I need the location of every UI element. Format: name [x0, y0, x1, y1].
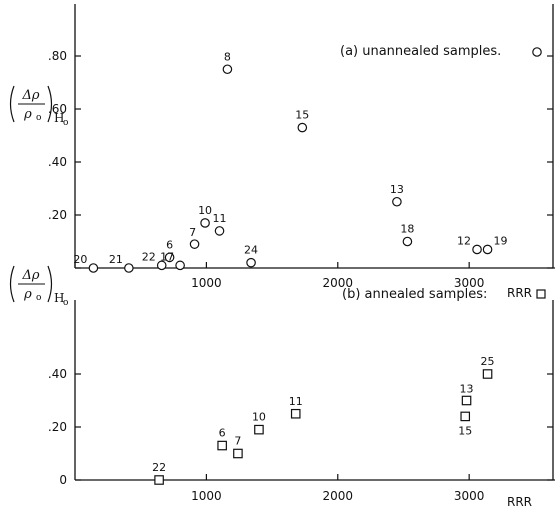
data-point-square: [154, 475, 164, 485]
data-point-circle: [222, 64, 233, 75]
data-point-circle: [88, 263, 99, 273]
data-point-circle: [156, 260, 167, 271]
data-point-label: 10: [252, 411, 266, 424]
data-point-circle: [392, 196, 402, 207]
x-axis-label: RRR: [507, 495, 532, 509]
data-point-square: [460, 411, 471, 422]
data-point-label: 19: [494, 234, 508, 247]
legend-circle-marker: [532, 47, 542, 57]
data-point-label: 8: [224, 50, 231, 63]
data-point-label: 24: [244, 244, 258, 257]
y-label-denominator-sub: o: [36, 113, 41, 123]
data-point-circle: [246, 257, 256, 268]
panel-annealed: 0 .20 .40 1000 2000 3000 RRR (b) annealed sampl…: [9, 265, 555, 509]
data-point-square: [290, 408, 301, 419]
x-tick-label: 2000: [323, 276, 354, 290]
data-point-label: 17: [160, 250, 174, 263]
x-tick-label: 2000: [323, 489, 354, 503]
data-point-label: 13: [460, 383, 474, 396]
data-point-label: 15: [295, 109, 309, 122]
y-tick-label: .20: [48, 208, 67, 222]
data-point-square: [217, 440, 227, 451]
data-point-label: 11: [213, 212, 227, 225]
legend-text: (a) unannealed samples.: [340, 44, 501, 59]
x-tick-label: 3000: [454, 489, 485, 503]
y-label-numerator: Δρ: [21, 88, 39, 103]
data-point-circle: [124, 263, 134, 273]
data-point-label: 6: [166, 238, 173, 251]
data-point-circle: [214, 226, 225, 236]
data-point-circle: [189, 239, 200, 249]
y-tick-label: .20: [48, 420, 67, 434]
y-tick-label: .80: [48, 49, 67, 63]
y-label-sub-o: o: [63, 298, 68, 308]
x-axis-label: RRR: [507, 286, 532, 300]
data-point-label: 7: [189, 226, 196, 239]
data-point-circle: [472, 244, 482, 255]
data-point-label: 6: [219, 427, 226, 440]
y-label-sub-o: o: [63, 118, 68, 128]
data-point-label: 20: [73, 253, 87, 266]
y-axis-label: Δρρ o Ho: [9, 265, 68, 308]
y-tick-label: .60: [48, 102, 67, 116]
y-label-denominator: ρ: [23, 107, 32, 122]
y-label-paren-right: [47, 265, 53, 303]
legend-text: (b) annealed samples:: [342, 287, 487, 302]
y-label-paren-right: [47, 85, 53, 123]
x-tick-label: 1000: [191, 276, 222, 290]
data-point-circle: [402, 236, 413, 247]
data-point-circle: [200, 218, 210, 228]
x-tick-label: 1000: [191, 489, 222, 503]
data-point-square: [461, 395, 472, 406]
data-point-label: 22: [142, 250, 156, 263]
data-point-label: 15: [458, 424, 472, 437]
data-point-label: 10: [198, 204, 212, 217]
legend-square-marker: [536, 289, 546, 299]
data-point-square: [254, 424, 264, 435]
data-point-label: 13: [390, 183, 404, 196]
data-point-square: [482, 369, 493, 379]
y-tick-label: 0: [59, 473, 67, 487]
data-point-square: [233, 448, 243, 459]
y-label-sub-h: H: [54, 291, 64, 305]
data-point-label: 7: [234, 435, 241, 448]
y-axis-label: Δρρ o Ho: [9, 85, 68, 128]
data-point-circle: [164, 252, 175, 263]
y-label-paren-left: [9, 85, 15, 123]
data-point-label: 12: [457, 234, 471, 247]
data-point-label: 22: [152, 461, 166, 474]
y-tick-label: .40: [48, 367, 67, 381]
y-label-denominator: ρ: [23, 287, 32, 302]
data-point-circle: [482, 244, 493, 255]
data-point-label: 25: [481, 355, 495, 368]
data-point-label: 18: [400, 223, 414, 236]
y-label-sub-h: H: [54, 111, 64, 125]
data-point-label: 21: [109, 253, 123, 266]
y-tick-label: .40: [48, 155, 67, 169]
panel-unannealed: .20 .40 .60 .80 1000 2000 3000 RRR (a) unanneale…: [9, 4, 555, 300]
y-label-paren-left: [9, 265, 15, 303]
data-point-circle: [175, 260, 185, 271]
x-tick-label: 3000: [454, 276, 485, 290]
data-point-circle: [297, 122, 308, 133]
y-label-numerator: Δρ: [21, 268, 39, 283]
data-point-label: 11: [289, 395, 303, 408]
y-label-denominator-sub: o: [36, 293, 41, 303]
